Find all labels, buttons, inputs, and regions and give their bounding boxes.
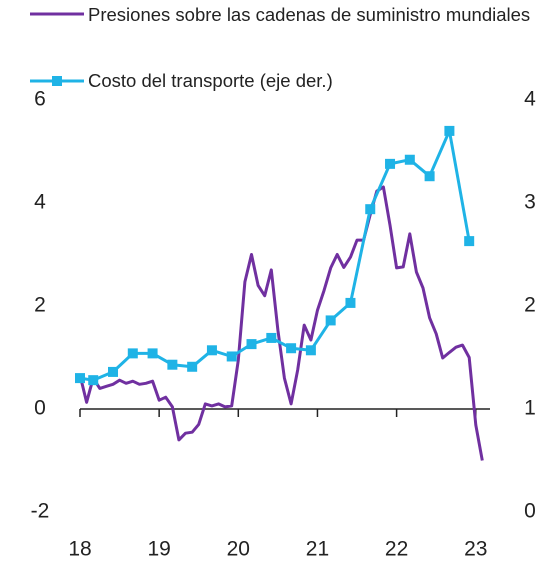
point-marker <box>424 171 435 182</box>
y2-tick-label: 2 <box>524 294 536 317</box>
y-tick-label: 0 <box>34 397 46 420</box>
x-tick-label: 20 <box>227 538 250 561</box>
legend-marker <box>52 76 62 86</box>
y-tick-label: 6 <box>34 88 46 111</box>
y2-tick-label: 1 <box>524 397 536 420</box>
point-marker <box>286 343 297 354</box>
point-marker <box>147 348 158 359</box>
y-tick-label: -2 <box>31 500 50 523</box>
point-marker <box>75 373 85 384</box>
point-marker <box>305 345 316 356</box>
y2-tick-label: 3 <box>524 191 536 214</box>
point-marker <box>325 315 336 326</box>
point-marker <box>266 332 277 343</box>
point-marker <box>404 154 415 165</box>
y2-tick-label: 0 <box>524 500 536 523</box>
y-tick-label: 2 <box>34 294 46 317</box>
point-marker <box>206 345 217 356</box>
x-tick-label: 23 <box>464 538 487 561</box>
point-marker <box>108 366 119 377</box>
point-marker <box>167 359 178 370</box>
legend-label: Costo del transporte (eje der.) <box>88 70 333 91</box>
point-marker <box>127 348 138 359</box>
point-marker <box>385 158 396 169</box>
x-tick-label: 18 <box>68 538 91 561</box>
point-marker <box>444 125 455 136</box>
point-marker <box>345 297 356 308</box>
series-line <box>78 185 484 461</box>
point-marker <box>226 351 237 362</box>
y-tick-label: 4 <box>34 191 46 214</box>
point-marker <box>187 361 198 372</box>
legend-label: Presiones sobre las cadenas de suministr… <box>88 4 531 25</box>
point-marker <box>246 339 257 350</box>
x-tick-label: 19 <box>147 538 170 561</box>
x-tick-label: 22 <box>385 538 408 561</box>
x-tick-label: 21 <box>306 538 329 561</box>
y2-tick-label: 4 <box>524 88 536 111</box>
point-marker <box>88 375 99 386</box>
point-marker <box>464 236 475 247</box>
point-marker <box>365 204 376 215</box>
